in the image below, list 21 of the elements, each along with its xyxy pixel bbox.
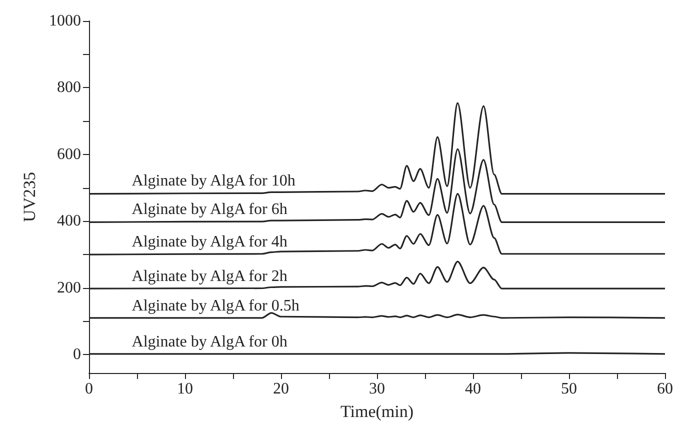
x-axis-title: Time(min) — [340, 402, 414, 421]
y-tick-label: 0 — [73, 346, 81, 364]
series-label: Alginate by AlgA for 4h — [132, 233, 288, 250]
x-tick-label: 50 — [561, 380, 577, 398]
y-tick-label: 200 — [57, 279, 81, 296]
y-tick-label: 600 — [57, 146, 81, 163]
series-label: Alginate by AlgA for 6h — [132, 201, 288, 218]
y-tick-label: 1000 — [49, 12, 81, 30]
x-tick-label: 20 — [273, 380, 289, 398]
x-tick-label: 0 — [85, 380, 93, 398]
x-tick-label: 10 — [177, 380, 193, 398]
series-label: Alginate by AlgA for 0h — [132, 333, 288, 350]
series-label: Alginate by AlgA for 10h — [132, 172, 296, 190]
x-tick-label: 60 — [657, 380, 673, 398]
y-tick-label: 400 — [57, 212, 81, 230]
series-label: Alginate by AlgA for 2h — [132, 268, 288, 285]
y-tick-label: 800 — [57, 79, 81, 96]
x-tick-label: 30 — [369, 380, 385, 398]
series-label: Alginate by AlgA for 0.5h — [132, 297, 300, 314]
x-tick-label: 40 — [465, 380, 481, 398]
y-axis-title: UV235 — [20, 172, 40, 222]
